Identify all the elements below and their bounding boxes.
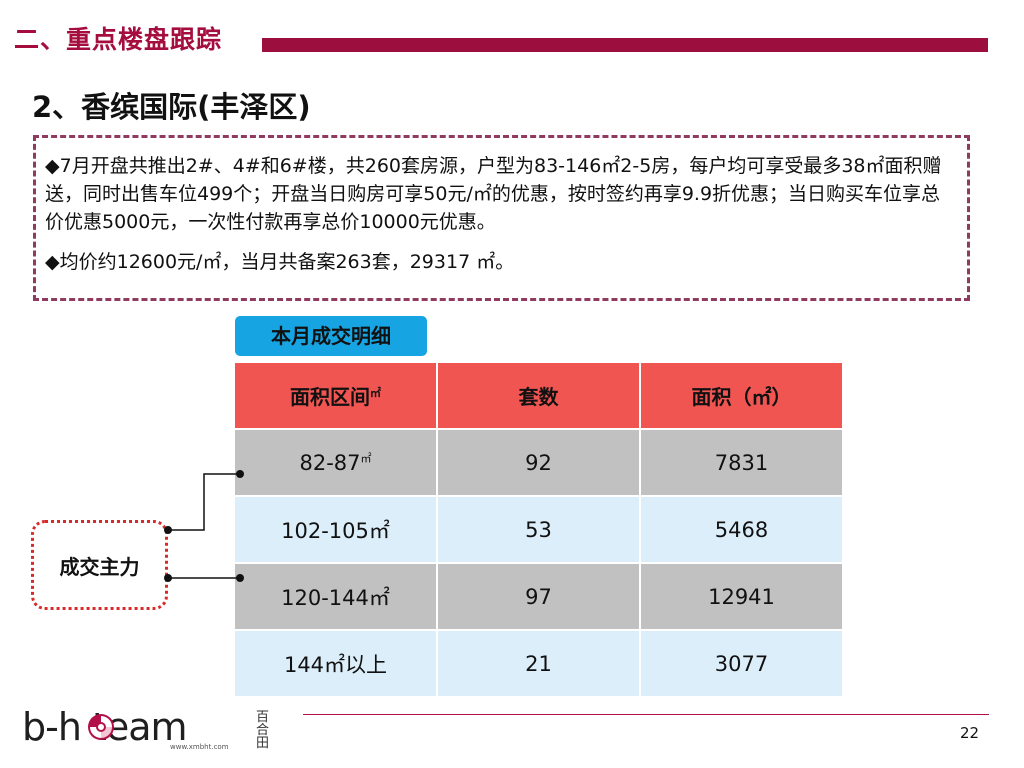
logo-url: www.xmbht.com	[170, 743, 229, 751]
brand-logo: b-h team www.xmbht.com 百合田	[22, 705, 269, 755]
cell-area: 12941	[640, 563, 844, 631]
header-area-range-unit: ㎡	[370, 386, 381, 400]
title-bar	[262, 38, 988, 52]
logo-chinese: 百合田	[256, 710, 270, 751]
page-title: 2、香缤国际(丰泽区)	[32, 90, 311, 124]
cell-units: 53	[437, 496, 641, 564]
cell-range: 120-144㎡	[235, 563, 438, 631]
cell-units: 21	[437, 630, 641, 698]
cell-range: 102-105㎡	[235, 496, 438, 564]
logo-swirl-icon	[88, 714, 114, 740]
header-area: 面积（㎡）	[640, 363, 844, 430]
cell-area: 7831	[640, 429, 844, 497]
table-header-row: 面积区间㎡ 套数 面积（㎡）	[235, 363, 844, 430]
table-tab-label[interactable]: 本月成交明细	[235, 316, 427, 356]
cell-units: 92	[437, 429, 641, 497]
header-area-range-label: 面积区间	[290, 385, 370, 409]
callout-label: 成交主力	[59, 554, 140, 579]
header-units: 套数	[437, 363, 641, 430]
cell-area: 3077	[640, 630, 844, 698]
footer-divider	[303, 714, 989, 715]
cell-area: 5468	[640, 496, 844, 564]
section-title: 二、重点楼盘跟踪	[14, 25, 223, 54]
table-row: 102-105㎡ 53 5468	[235, 496, 844, 564]
cell-range: 144㎡以上	[235, 630, 438, 698]
table-row: 82-87㎡ 92 7831	[235, 429, 844, 497]
cell-range-value: 82-87	[299, 451, 361, 475]
cell-range: 82-87㎡	[235, 429, 438, 497]
info-paragraph-price: ◆均价约12600元/㎡，当月共备案263套，29317 ㎡。	[45, 251, 515, 273]
info-paragraph-sales: ◆7月开盘共推出2#、4#和6#楼，共260套房源，户型为83-146㎡2-5房…	[45, 155, 942, 233]
info-box: ◆7月开盘共推出2#、4#和6#楼，共260套房源，户型为83-146㎡2-5房…	[33, 135, 970, 301]
callout-main-force: 成交主力	[31, 520, 168, 610]
header-area-range: 面积区间㎡	[235, 363, 438, 430]
connector-line-top	[168, 473, 240, 531]
table-row: 120-144㎡ 97 12941	[235, 563, 844, 631]
page-number: 22	[960, 724, 980, 742]
cell-units: 97	[437, 563, 641, 631]
cell-range-unit: ㎡	[360, 452, 372, 465]
table-row: 144㎡以上 21 3077	[235, 630, 844, 698]
deal-detail-table: 面积区间㎡ 套数 面积（㎡） 82-87㎡ 92 7831 102-105㎡ 5…	[235, 363, 844, 698]
